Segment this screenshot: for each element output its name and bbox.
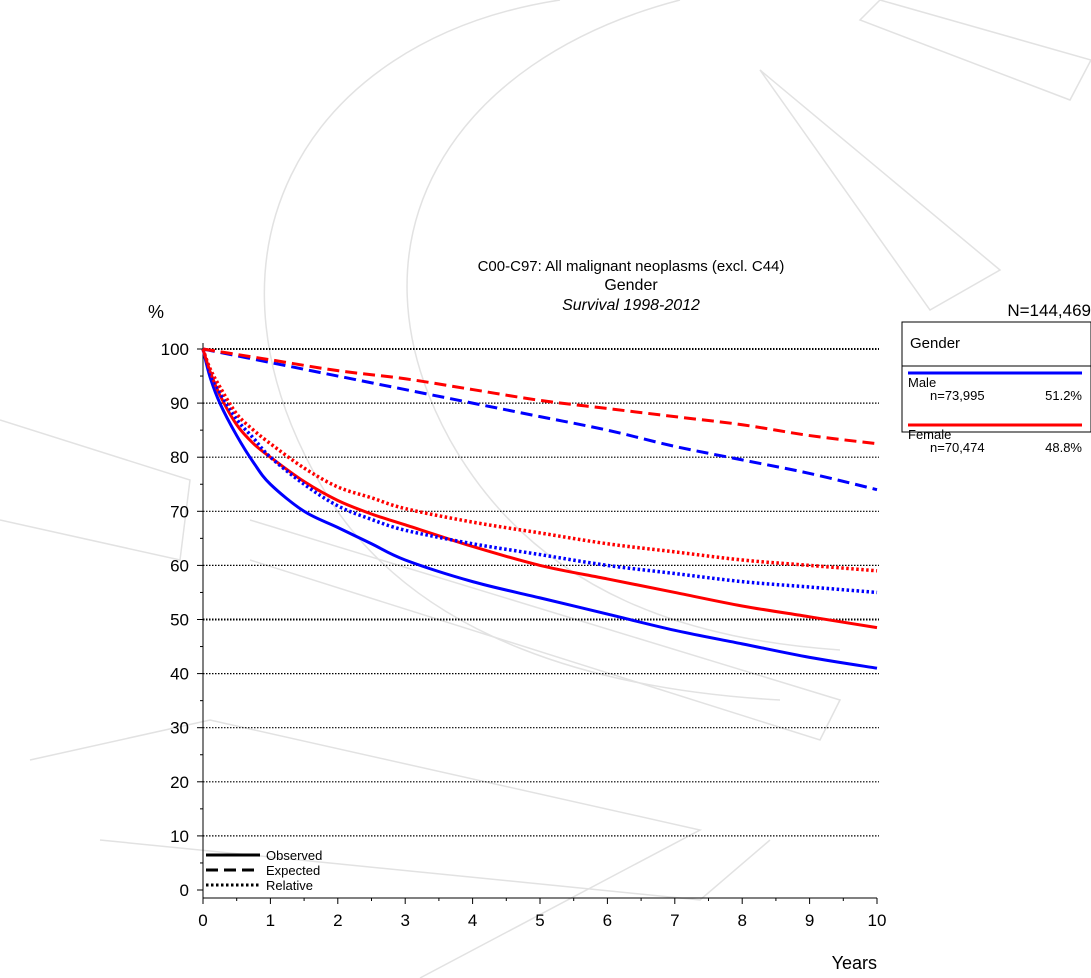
x-tick-label-3: 3 (400, 911, 409, 930)
y-tick-label-60: 60 (170, 556, 189, 575)
legend-title: Gender (910, 335, 960, 352)
x-tick-label-5: 5 (535, 911, 544, 930)
series-female-solid (201, 348, 878, 630)
y-tick-label-100: 100 (161, 340, 189, 359)
series-female-dotted (201, 348, 878, 573)
legend-male-n: n=73,995 (930, 388, 985, 403)
y-tick-label-30: 30 (170, 719, 189, 738)
legend-female-pct: 48.8% (1045, 440, 1082, 455)
series-male-solid (201, 348, 878, 670)
chart-period: Survival 1998-2012 (562, 297, 700, 314)
y-tick-label-20: 20 (170, 773, 189, 792)
y-tick-label-80: 80 (170, 448, 189, 467)
series-male-dashed (202, 347, 878, 492)
chart-subtitle: Gender (604, 277, 658, 294)
legend-female-n: n=70,474 (930, 440, 985, 455)
x-tick-label-1: 1 (266, 911, 275, 930)
x-tick-label-9: 9 (805, 911, 814, 930)
x-tick-label-0: 0 (198, 911, 207, 930)
legend-male-pct: 51.2% (1045, 388, 1082, 403)
key-label-relative: Relative (266, 878, 313, 893)
x-tick-label-7: 7 (670, 911, 679, 930)
y-tick-label-90: 90 (170, 394, 189, 413)
gender-legend: Gender Male n=73,995 51.2% Female n=70,4… (901, 321, 1091, 455)
x-tick-label-4: 4 (468, 911, 477, 930)
y-tick-label-50: 50 (170, 611, 189, 630)
series-male-dotted (201, 348, 878, 595)
legend-female-name: Female (908, 427, 951, 442)
x-tick-label-6: 6 (603, 911, 612, 930)
y-axis-unit: % (148, 302, 164, 322)
x-axis-label: Years (832, 953, 877, 973)
key-label-observed: Observed (266, 848, 322, 863)
total-n-label: N=144,469 (1007, 301, 1091, 320)
y-tick-label-40: 40 (170, 665, 189, 684)
axes: 0 10 20 30 40 50 60 70 80 90 100 0 1 2 3 4 5 6 7 8 9 10 (161, 340, 887, 930)
legend-frame (901, 321, 1091, 433)
legend-male-name: Male (908, 375, 936, 390)
key-label-expected: Expected (266, 863, 320, 878)
x-tick-label-10: 10 (868, 911, 887, 930)
y-tick-label-0: 0 (180, 881, 189, 900)
x-tick-label-2: 2 (333, 911, 342, 930)
y-tick-label-70: 70 (170, 502, 189, 521)
grid-lines (203, 348, 879, 837)
y-tick-label-10: 10 (170, 827, 189, 846)
chart-title: C00-C97: All malignant neoplasms (excl. … (478, 258, 785, 275)
series-layer (201, 347, 878, 670)
x-tick-label-8: 8 (737, 911, 746, 930)
series-female-dashed (202, 347, 878, 446)
